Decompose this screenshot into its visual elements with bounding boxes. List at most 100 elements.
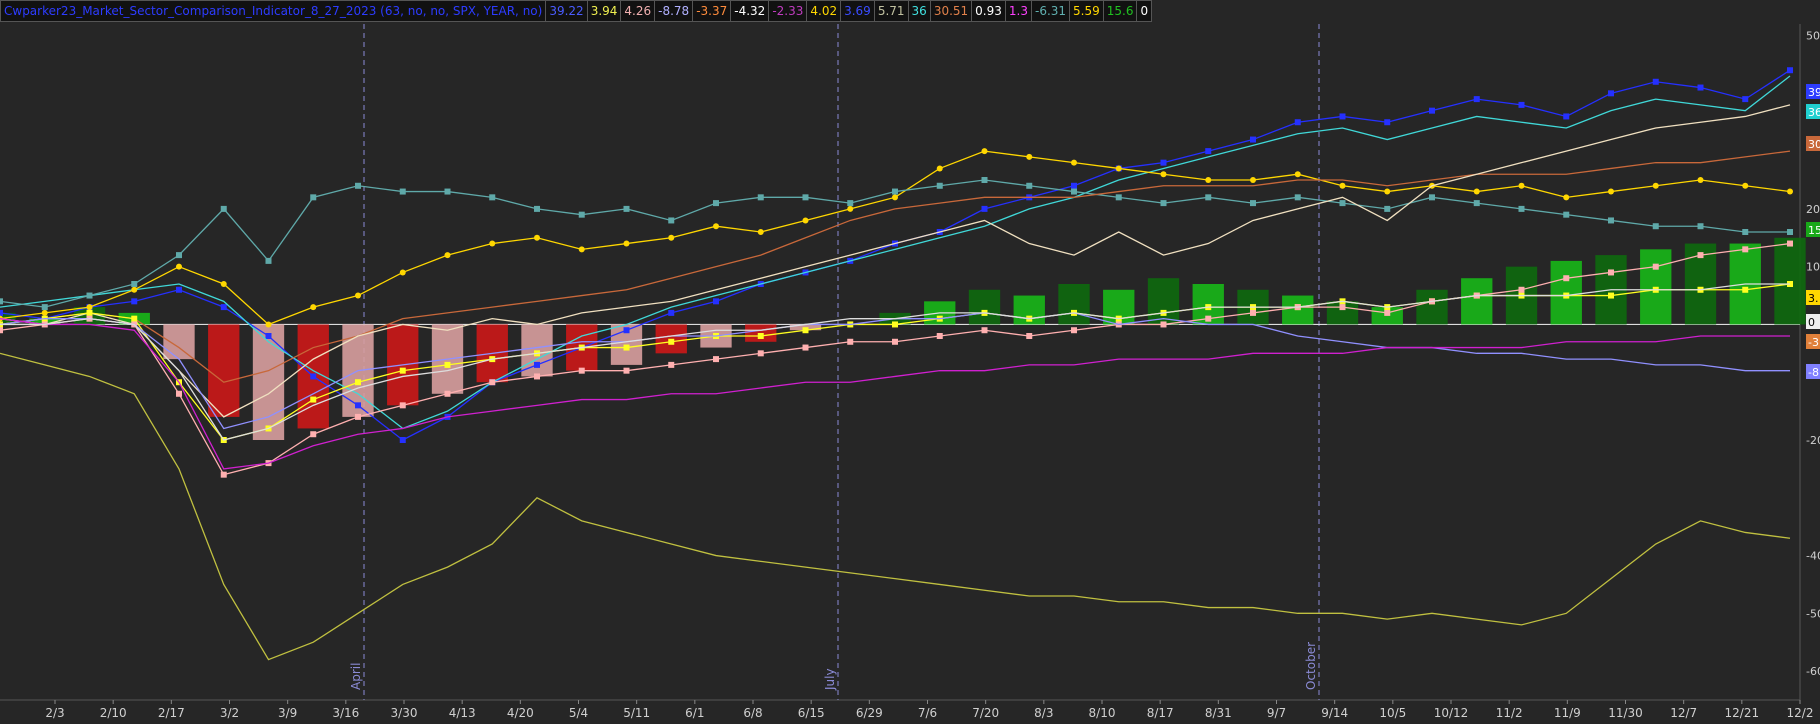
series-line xyxy=(0,283,1790,441)
series-point xyxy=(1787,67,1793,74)
header-value-3: -8.78 xyxy=(655,0,694,22)
series-point xyxy=(1697,84,1704,91)
series-point xyxy=(399,437,406,443)
histogram-bar xyxy=(208,324,240,417)
series-point xyxy=(1294,194,1301,201)
header-value-8: 3.69 xyxy=(841,0,875,22)
series-point xyxy=(1563,194,1570,201)
series-point xyxy=(1787,240,1793,247)
series-point xyxy=(0,298,3,305)
header-value-13: 1.3 xyxy=(1005,0,1032,22)
series-point xyxy=(578,211,585,218)
series-point xyxy=(1608,188,1614,195)
series-point xyxy=(265,333,272,339)
header-value-4: -3.37 xyxy=(693,0,732,22)
series-point xyxy=(0,309,3,316)
series-point xyxy=(131,286,138,293)
x-tick-label: 7/20 xyxy=(972,706,999,720)
series-point xyxy=(1608,90,1614,97)
x-tick-label: 8/17 xyxy=(1147,706,1174,720)
series-point xyxy=(668,309,675,316)
series-point xyxy=(1384,119,1391,126)
series-point xyxy=(802,194,809,201)
series-point xyxy=(1742,246,1749,253)
y-tick-label: -40 xyxy=(1806,550,1820,563)
series-point xyxy=(623,240,630,247)
header-value-7: 4.02 xyxy=(807,0,842,22)
x-tick-label: 2/17 xyxy=(158,706,185,720)
series-point xyxy=(355,402,361,409)
histogram-bar xyxy=(1461,278,1493,325)
series-point xyxy=(444,361,451,368)
x-tick-label: 6/1 xyxy=(685,706,704,720)
y-tick-label: 20 xyxy=(1806,203,1820,216)
header-value-9: 5.71 xyxy=(874,0,909,22)
series-point xyxy=(265,257,272,264)
series-point xyxy=(757,333,764,339)
series-line xyxy=(0,318,1790,470)
series-point xyxy=(310,431,317,438)
series-point xyxy=(623,205,630,212)
series-point xyxy=(892,194,898,201)
series-point xyxy=(310,396,317,403)
right-value-badge-label: 30 xyxy=(1808,138,1820,151)
series-point xyxy=(444,188,451,195)
series-point xyxy=(1608,269,1614,276)
series-point xyxy=(176,252,182,259)
series-point xyxy=(399,269,406,276)
series-point xyxy=(1071,182,1077,189)
indicator-title[interactable]: Cwparker23_Market_Sector_Comparison_Indi… xyxy=(0,0,547,22)
series-point xyxy=(713,223,719,230)
series-point xyxy=(534,205,540,212)
right-value-badge-label: 3. xyxy=(1808,292,1819,305)
series-line xyxy=(0,104,1791,418)
header-value-11: 30.51 xyxy=(930,0,973,22)
period-marker-label: October xyxy=(1304,642,1318,690)
series-point xyxy=(802,217,809,224)
x-tick-label: 11/9 xyxy=(1554,706,1581,720)
x-tick-label: 9/14 xyxy=(1321,706,1348,720)
series-point xyxy=(176,286,182,293)
series-point xyxy=(981,327,988,334)
right-value-badge xyxy=(1806,314,1820,329)
right-value-badge-label: -8 xyxy=(1808,366,1819,379)
series-point xyxy=(1026,333,1033,339)
series-point xyxy=(220,205,227,212)
series-point xyxy=(802,344,809,351)
series-point xyxy=(892,321,898,328)
series-point xyxy=(1429,194,1435,201)
x-tick-label: 12/7 xyxy=(1670,706,1697,720)
series-point xyxy=(713,200,719,207)
series-point xyxy=(1339,182,1346,189)
series-point xyxy=(1473,200,1480,207)
series-point xyxy=(1071,188,1077,195)
series-point xyxy=(1339,304,1346,311)
series-point xyxy=(1473,96,1480,103)
series-point xyxy=(1250,200,1256,207)
series-point xyxy=(668,338,675,345)
series-point xyxy=(892,338,898,345)
header-value-17: 0 xyxy=(1137,0,1153,22)
series-point xyxy=(399,402,406,409)
x-tick-label: 10/12 xyxy=(1434,706,1469,720)
x-tick-label: 7/6 xyxy=(918,706,937,720)
series-line xyxy=(0,352,1791,661)
series-point xyxy=(1742,286,1749,293)
series-point xyxy=(936,165,943,172)
series-point xyxy=(1473,188,1480,195)
series-point xyxy=(936,182,943,189)
series-point xyxy=(1205,148,1212,155)
series-point xyxy=(1160,321,1167,328)
right-value-badge xyxy=(1806,104,1820,119)
series-point xyxy=(310,304,317,311)
right-value-badge-label: 39 xyxy=(1808,86,1820,99)
series-point xyxy=(176,263,182,270)
series-point xyxy=(1787,188,1793,195)
x-tick-label: 4/20 xyxy=(507,706,534,720)
series-point xyxy=(1652,223,1659,230)
series-point xyxy=(489,194,496,201)
x-tick-label: 10/5 xyxy=(1379,706,1406,720)
x-tick-label: 3/2 xyxy=(220,706,239,720)
series-point xyxy=(1071,327,1077,334)
x-tick-label: 2/3 xyxy=(45,706,64,720)
